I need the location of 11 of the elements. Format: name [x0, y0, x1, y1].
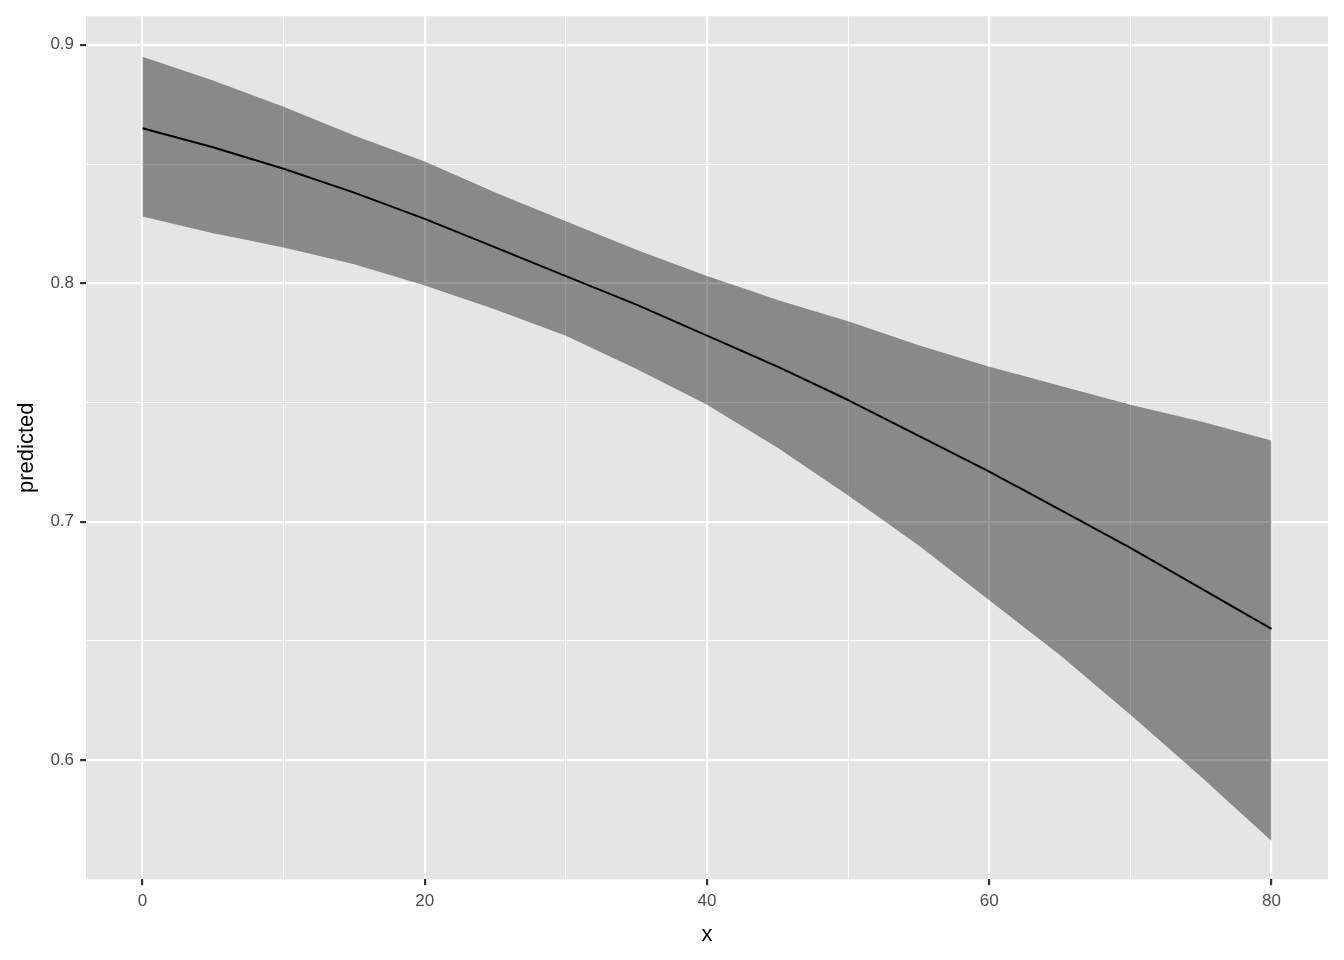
y-axis-title: predicted — [13, 402, 39, 493]
x-tick-label: 40 — [697, 891, 717, 911]
x-tick-label: 60 — [979, 891, 999, 911]
x-tick-label: 20 — [415, 891, 435, 911]
x-tick-label: 0 — [137, 891, 148, 911]
y-tick-label: 0.6 — [50, 749, 75, 769]
y-tick-label: 0.9 — [50, 34, 75, 54]
y-tick-label: 0.8 — [50, 272, 75, 292]
x-axis-title: x — [701, 920, 713, 946]
x-tick-label: 80 — [1262, 891, 1282, 911]
y-tick-label: 0.7 — [50, 511, 75, 531]
